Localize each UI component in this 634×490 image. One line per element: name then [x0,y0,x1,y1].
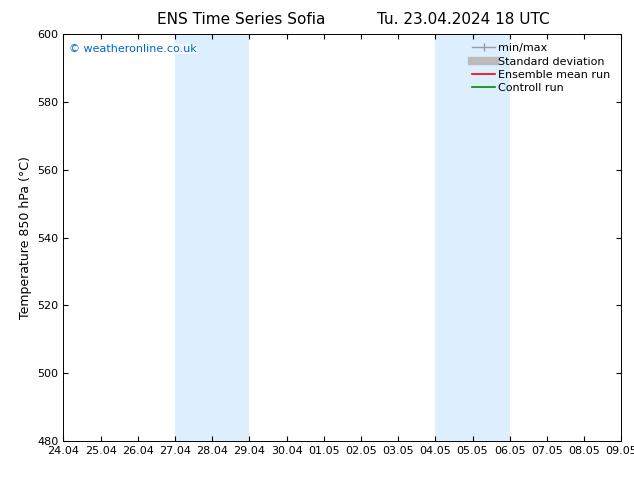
Legend: min/max, Standard deviation, Ensemble mean run, Controll run: min/max, Standard deviation, Ensemble me… [469,40,616,97]
Text: Tu. 23.04.2024 18 UTC: Tu. 23.04.2024 18 UTC [377,12,549,27]
Text: © weatheronline.co.uk: © weatheronline.co.uk [69,45,197,54]
Text: ENS Time Series Sofia: ENS Time Series Sofia [157,12,325,27]
Y-axis label: Temperature 850 hPa (°C): Temperature 850 hPa (°C) [19,156,32,319]
Bar [175,34,249,441]
Bar [436,34,510,441]
